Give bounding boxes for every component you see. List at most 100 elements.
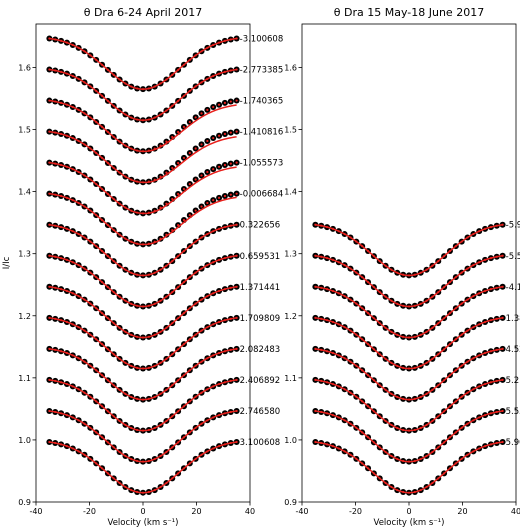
model-point	[159, 82, 162, 85]
model-point	[206, 170, 209, 174]
model-point	[141, 150, 145, 153]
model-point	[384, 264, 387, 267]
model-point	[136, 397, 139, 401]
model-point	[182, 343, 186, 346]
model-point	[65, 320, 69, 324]
line-profile-series: -2.773385	[46, 66, 283, 124]
model-point	[366, 343, 370, 346]
model-point	[83, 453, 86, 456]
model-point	[177, 130, 180, 134]
model-point	[182, 94, 186, 97]
line-profile-series: -1.055573	[46, 159, 283, 217]
model-point	[478, 323, 481, 326]
model-point	[182, 280, 186, 284]
model-point	[361, 276, 364, 279]
model-point	[59, 381, 63, 384]
model-point	[106, 348, 109, 351]
model-point	[217, 413, 221, 417]
model-point	[54, 317, 57, 320]
model-point	[130, 116, 133, 119]
model-point	[223, 132, 227, 136]
model-point	[194, 426, 197, 429]
model-point	[65, 289, 69, 293]
model-point	[71, 385, 74, 388]
y-tick-label: 1.4	[284, 188, 297, 197]
model-point	[177, 472, 180, 475]
model-point	[343, 419, 346, 422]
model-point	[235, 347, 238, 350]
model-point	[413, 397, 416, 401]
model-point	[495, 224, 498, 227]
model-point	[206, 326, 209, 329]
model-point	[147, 118, 150, 121]
model-point	[413, 428, 416, 432]
model-point	[182, 312, 186, 315]
model-point	[89, 54, 92, 57]
model-point	[223, 288, 227, 291]
model-point	[223, 319, 227, 322]
model-point	[472, 263, 475, 267]
model-point	[454, 276, 457, 279]
model-point	[153, 426, 156, 430]
model-point	[136, 335, 139, 338]
model-point	[466, 360, 469, 363]
model-point	[419, 395, 422, 399]
model-point	[59, 163, 63, 167]
model-point	[153, 271, 156, 274]
line-profile-series: 5.559184	[312, 407, 520, 465]
model-point	[118, 357, 121, 360]
model-point	[65, 413, 69, 417]
model-point	[165, 109, 168, 112]
model-point	[466, 298, 469, 301]
model-point	[384, 326, 387, 329]
model-point	[83, 81, 86, 84]
model-point	[325, 443, 329, 446]
model-point	[372, 472, 375, 475]
model-point	[89, 147, 92, 150]
model-point	[95, 400, 98, 403]
model-point	[124, 454, 127, 458]
model-point	[89, 209, 92, 212]
model-point	[402, 397, 405, 401]
model-point	[77, 108, 80, 112]
model-point	[59, 70, 63, 73]
model-point	[89, 271, 92, 274]
line-profile-series: -3.100608	[46, 34, 283, 93]
model-point	[153, 488, 156, 492]
model-point	[159, 268, 162, 271]
model-point	[153, 147, 156, 150]
model-point	[235, 378, 238, 382]
model-point	[130, 209, 133, 212]
model-point	[223, 70, 227, 73]
model-point	[478, 447, 481, 450]
model-point	[171, 197, 174, 201]
model-point	[361, 462, 364, 465]
model-point	[147, 273, 150, 276]
model-point	[112, 260, 115, 263]
model-point	[65, 134, 69, 137]
line-profile-series: 2.082483	[46, 345, 280, 403]
model-point	[206, 450, 209, 453]
model-point	[460, 240, 463, 243]
model-point	[229, 224, 232, 227]
model-point	[349, 391, 352, 394]
model-point	[83, 360, 86, 363]
model-point	[495, 379, 498, 383]
model-point	[171, 104, 174, 108]
model-point	[331, 289, 335, 293]
model-point	[200, 174, 203, 177]
model-point	[343, 450, 346, 453]
model-point	[112, 353, 115, 356]
model-point	[206, 357, 209, 360]
y-tick-label: 1.0	[284, 436, 297, 445]
model-point	[396, 364, 399, 368]
model-point	[141, 274, 145, 277]
phase-label: -1.410816	[240, 128, 284, 138]
y-tick-label: 1.3	[284, 250, 297, 259]
phase-label: 0.659531	[240, 252, 281, 262]
model-point	[171, 228, 174, 232]
model-point	[118, 78, 121, 81]
x-tick-label: -40	[295, 507, 308, 516]
model-point	[71, 105, 74, 109]
model-point	[159, 330, 162, 333]
